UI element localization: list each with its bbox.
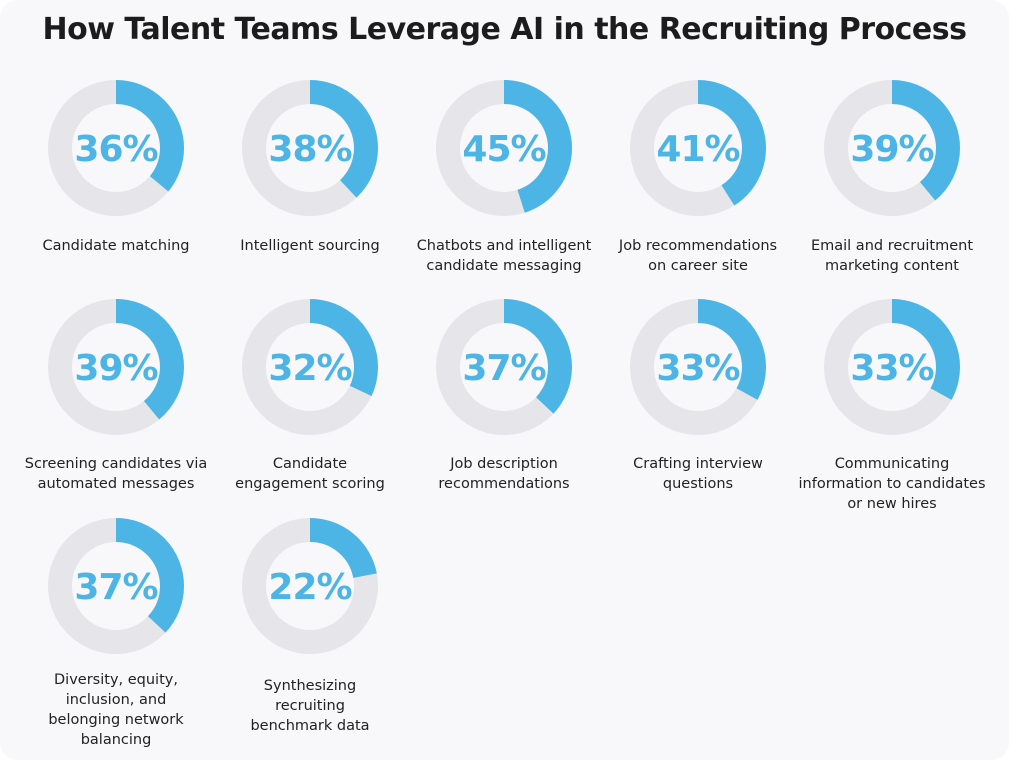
donut-value-arc — [48, 299, 184, 435]
percentage-label: 37% — [462, 348, 545, 389]
percentage-label: 45% — [462, 129, 545, 170]
donut-chart: 39% — [824, 80, 960, 216]
donut-value-arc — [824, 299, 960, 435]
donut-chart: 32% — [242, 299, 378, 435]
donut-value-arc — [242, 299, 378, 435]
category-label: Email and recruitment marketing content — [810, 238, 974, 274]
category-label: Candidate matching — [42, 238, 190, 254]
donut-chart: 36% — [48, 80, 184, 216]
donut-chart: 39% — [48, 299, 184, 435]
donut-value-arc — [630, 80, 766, 216]
chart-title: How Talent Teams Leverage AI in the Recr… — [42, 12, 968, 47]
percentage-label: 41% — [656, 129, 739, 170]
donut-value-arc — [436, 80, 572, 216]
category-label: Candidate engagement scoring — [235, 456, 385, 492]
category-label: Chatbots and intelligent candidate messa… — [416, 238, 592, 274]
category-label: Job recommendations on career site — [618, 238, 778, 274]
donut-value-arc — [242, 518, 378, 654]
category-label: Crafting interview questions — [633, 456, 763, 492]
category-label: Synthesizing recruiting benchmark data — [250, 678, 370, 734]
category-label: Diversity, equity, inclusion, and belong… — [48, 672, 184, 748]
percentage-label: 36% — [74, 129, 157, 170]
category-label: Screening candidates via automated messa… — [24, 456, 208, 492]
donut-value-arc — [48, 80, 184, 216]
percentage-label: 37% — [74, 567, 157, 608]
category-label: Communicating information to candidates … — [798, 456, 986, 512]
donut-chart: 37% — [48, 518, 184, 654]
donut-value-arc — [242, 80, 378, 216]
donut-chart: 33% — [630, 299, 766, 435]
donut-value-arc — [48, 518, 184, 654]
percentage-label: 22% — [268, 567, 351, 608]
donut-chart: 37% — [436, 299, 572, 435]
donut-chart: 38% — [242, 80, 378, 216]
donut-value-arc — [436, 299, 572, 435]
percentage-label: 39% — [74, 348, 157, 389]
percentage-label: 33% — [656, 348, 739, 389]
donut-chart: 41% — [630, 80, 766, 216]
percentage-label: 38% — [268, 129, 351, 170]
donut-value-arc — [630, 299, 766, 435]
donut-value-arc — [824, 80, 960, 216]
percentage-label: 32% — [268, 348, 351, 389]
donut-chart: 45% — [436, 80, 572, 216]
donut-chart: 22% — [242, 518, 378, 654]
donut-chart: 33% — [824, 299, 960, 435]
percentage-label: 39% — [850, 129, 933, 170]
percentage-label: 33% — [850, 348, 933, 389]
category-label: Intelligent sourcing — [240, 238, 380, 254]
category-label: Job description recommendations — [438, 456, 570, 492]
